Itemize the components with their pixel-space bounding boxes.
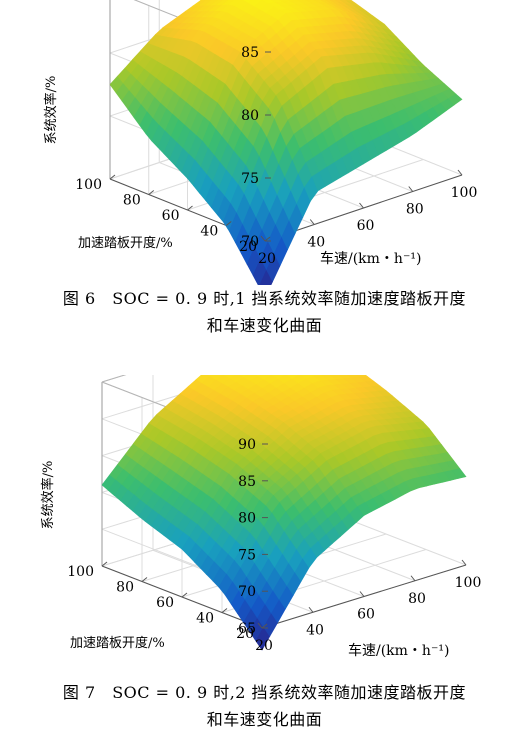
- figure-6: 70 75 80 85 20 40 60 80 100 20 40 60 80 100 车速/(km・h⁻¹…: [0, 0, 529, 375]
- tick-labels: 65 70 75 80 85 90 20 40 60 80 100 20 40 60 80 100: [67, 437, 481, 654]
- z-tick-label: 75: [241, 171, 259, 187]
- y-tick-label: 40: [200, 224, 218, 240]
- x-tick: [457, 169, 463, 176]
- y-tick-label: 20: [239, 239, 257, 255]
- surface-chart-fig7: 6570758085902040608010020406080100车速/(km…: [40, 375, 481, 659]
- y-tick: [221, 608, 228, 613]
- x-tick: [359, 202, 364, 209]
- figure-caption: 图 7 SOC = 0. 9 时,2 挡系统效率随加速度踏板开度 和车速变化曲面: [0, 679, 529, 733]
- y-axis-label: 加速踏板开度/%: [78, 235, 173, 251]
- z-tick-label: 80: [238, 511, 256, 527]
- surface-patch: [451, 468, 467, 479]
- y-tick: [225, 221, 232, 226]
- y-tick-label: 40: [196, 611, 214, 627]
- surface-patch: [239, 375, 249, 378]
- z-tick-label: 85: [241, 45, 259, 61]
- x-tick: [260, 235, 266, 242]
- y-tick: [148, 190, 155, 195]
- x-axis-label: 车速/(km・h⁻¹): [348, 642, 449, 659]
- axis-titles: 车速/(km・h⁻¹) 加速踏板开度/% 系统效率/%: [43, 76, 421, 267]
- caption-line-2: 和车速变化曲面: [206, 710, 323, 729]
- axis-titles: 车速/(km・h⁻¹) 加速踏板开度/% 系统效率/%: [40, 461, 449, 659]
- surface: [101, 375, 467, 651]
- x-tick: [257, 622, 263, 629]
- y-tick-label: 60: [162, 208, 180, 224]
- caption-line-1: 图 7 SOC = 0. 9 时,2 挡系统效率随加速度踏板开度: [62, 683, 467, 702]
- z-tick-label: 85: [238, 474, 256, 490]
- x-tick-label: 100: [455, 575, 482, 591]
- z-tick-label: 70: [238, 584, 256, 600]
- y-tick-label: 20: [236, 626, 254, 642]
- z-tick-label: 65: [238, 621, 256, 637]
- y-tick: [261, 623, 268, 629]
- y-axis-label: 加速踏板开度/%: [70, 635, 165, 651]
- x-tick-label: 80: [406, 202, 424, 218]
- caption-line-1: 图 6 SOC = 0. 9 时,1 挡系统效率随加速度踏板开度: [62, 289, 467, 308]
- y-tick: [181, 592, 188, 598]
- y-tick: [101, 561, 108, 567]
- x-tick-label: 60: [357, 607, 375, 623]
- figure-caption: 图 6 SOC = 0. 9 时,1 挡系统效率随加速度踏板开度 和车速变化曲面: [0, 285, 529, 339]
- x-tick-label: 20: [258, 251, 276, 267]
- z-tick-label: 90: [238, 437, 256, 453]
- x-tick: [359, 591, 365, 597]
- tick-labels: 70 75 80 85 20 40 60 80 100 20 40 60 80 100: [75, 45, 477, 267]
- x-tick-label: 40: [306, 622, 324, 638]
- x-tick: [408, 186, 414, 192]
- z-tick-label: 75: [238, 547, 256, 563]
- surface: [109, 0, 463, 285]
- z-tick-label: 70: [241, 234, 259, 250]
- caption-line-2: 和车速变化曲面: [206, 316, 323, 335]
- y-tick: [187, 205, 193, 211]
- surface-patch: [448, 93, 463, 106]
- x-tick-label: 60: [357, 218, 375, 234]
- x-axis-label: 车速/(km・h⁻¹): [320, 250, 421, 267]
- y-tick-label: 100: [67, 564, 94, 580]
- x-tick: [410, 575, 416, 582]
- x-tick: [308, 606, 314, 613]
- x-tick-label: 100: [451, 185, 478, 201]
- x-tick-label: 40: [307, 235, 325, 251]
- z-tick-label: 80: [241, 108, 259, 124]
- y-tick-label: 80: [116, 580, 134, 596]
- y-tick: [109, 174, 116, 180]
- y-tick-label: 80: [123, 193, 141, 209]
- figure-7: 65 70 75 80 85 90 20 40 60 80 100 20 40 60 80 100 车速/(km…: [0, 375, 529, 755]
- y-tick-label: 100: [75, 177, 102, 193]
- z-axis-label: 系统效率/%: [43, 76, 59, 145]
- x-tick-label: 20: [255, 638, 273, 654]
- x-tick: [309, 219, 315, 225]
- y-tick-label: 60: [156, 595, 174, 611]
- surface-patch: [242, 0, 253, 4]
- z-axis-label: 系统效率/%: [40, 461, 56, 530]
- x-tick-label: 80: [408, 591, 426, 607]
- y-tick: [264, 236, 271, 242]
- y-tick: [141, 577, 148, 582]
- surface-chart-fig6: 707580852040608010020406080100车速/(km・h⁻¹…: [43, 0, 477, 285]
- x-tick: [461, 559, 467, 566]
